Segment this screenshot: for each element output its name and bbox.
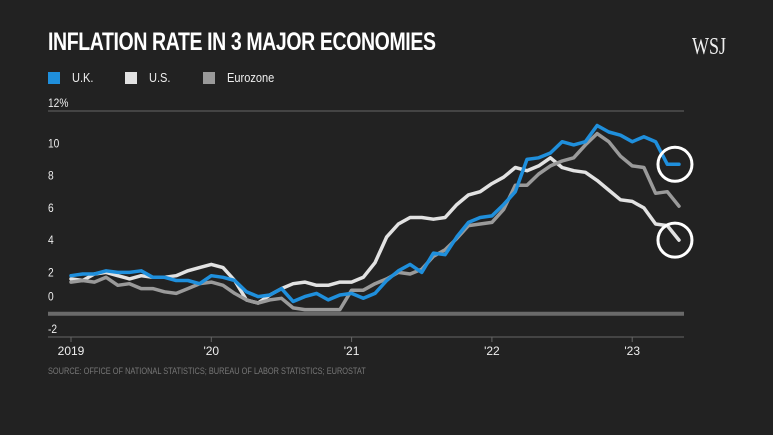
legend-item-eurozone: Eurozone — [202, 70, 283, 85]
legend: U.K. U.S. Eurozone — [48, 70, 310, 85]
series-line-eurozone — [69, 131, 681, 312]
series-line-uk — [69, 123, 681, 304]
x-tick-label: '20 — [203, 344, 219, 358]
legend-swatch-uk — [48, 71, 60, 84]
legend-item-uk: U.K. — [48, 70, 97, 85]
y-tick-label: 6 — [48, 202, 54, 215]
legend-label-eurozone: Eurozone — [226, 70, 274, 85]
y-tick-label: 0 — [48, 291, 54, 304]
y-tick-label: 12% — [48, 97, 68, 110]
legend-label-us: U.S. — [149, 70, 171, 85]
y-tick-label: -2 — [48, 323, 57, 336]
y-tick-label: 2 — [48, 267, 54, 280]
y-tick-label: 8 — [48, 170, 54, 183]
highlight-circle — [656, 145, 694, 183]
x-tick-label: '21 — [344, 344, 360, 358]
legend-swatch-us — [125, 71, 138, 84]
x-tick-label: 2019 — [58, 344, 85, 358]
legend-item-us: U.S. — [125, 70, 174, 85]
source-note: SOURCE: OFFICE OF NATIONAL STATISTICS; B… — [48, 366, 366, 376]
x-tick-label: '22 — [484, 344, 500, 358]
legend-label-uk: U.K. — [72, 70, 94, 85]
series-line-us — [69, 156, 681, 305]
chart-title: INFLATION RATE IN 3 MAJOR ECONOMIES — [48, 28, 436, 56]
legend-swatch-eurozone — [202, 71, 215, 84]
y-tick-label: 10 — [48, 138, 59, 151]
y-tick-label: 4 — [48, 234, 54, 247]
highlight-circle — [656, 221, 694, 259]
x-tick-label: '23 — [624, 344, 640, 358]
wsj-logo: WSJ — [692, 34, 727, 60]
